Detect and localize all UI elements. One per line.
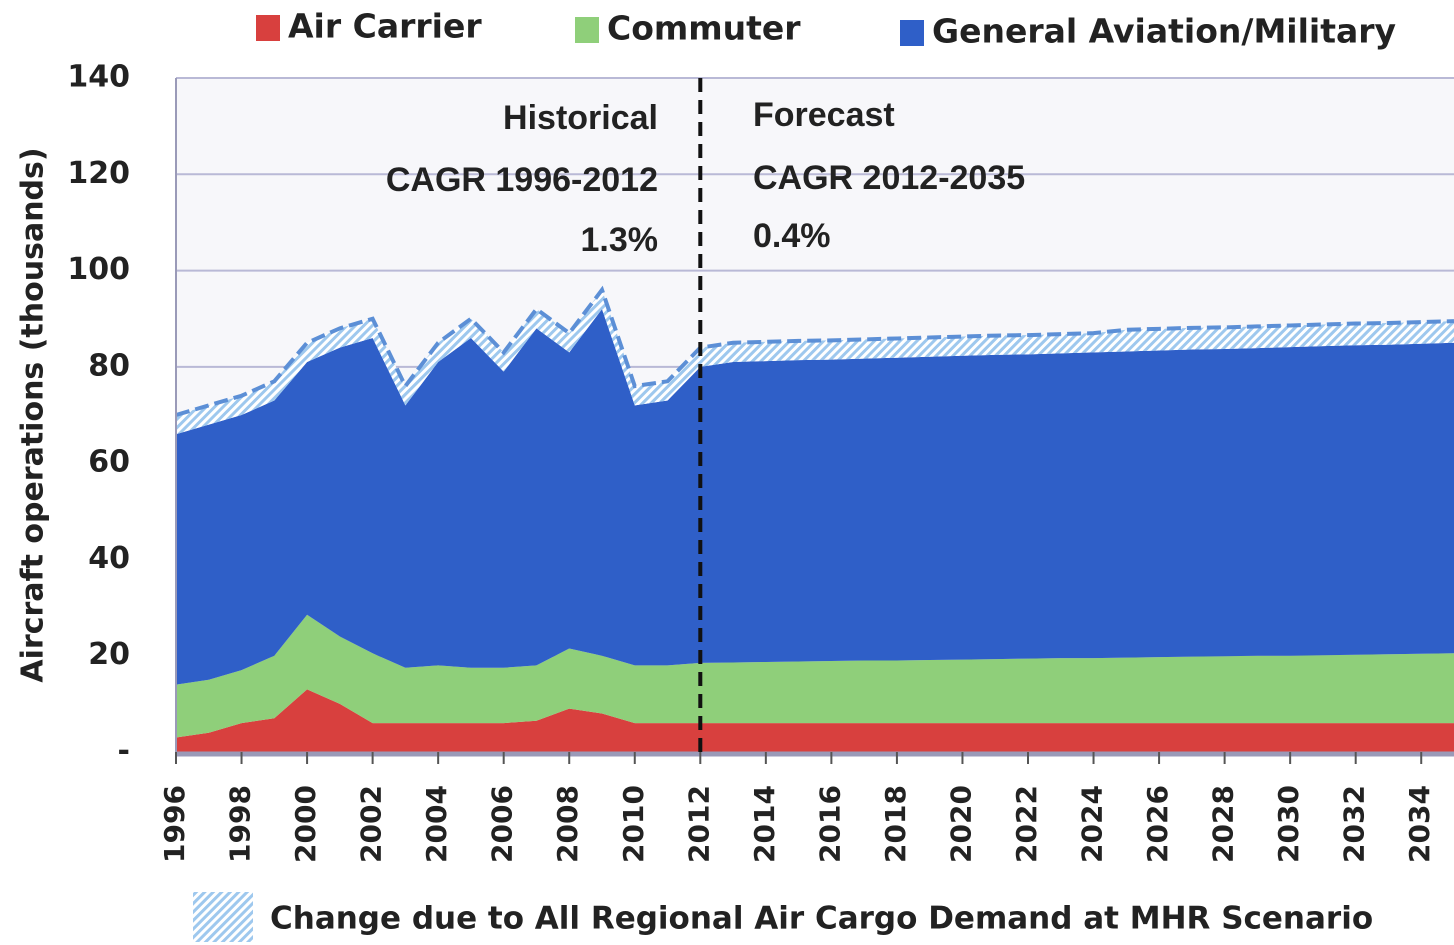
x-tick-label: 1998 [224, 785, 257, 863]
x-tick-label: 2026 [1141, 785, 1174, 863]
legend-swatch [575, 17, 599, 43]
annotation: Historical [503, 99, 658, 137]
y-tick-label: 80 [88, 348, 130, 383]
x-tick-label: 2034 [1403, 785, 1436, 863]
area-outline [175, 285, 1454, 417]
x-tick-label: 2020 [944, 785, 977, 863]
x-tick-label: 2004 [420, 785, 453, 863]
legend-swatch [193, 892, 253, 942]
annotation: 0.4% [753, 217, 831, 255]
area [176, 289, 1454, 435]
legend-label: Change due to All Regional Air Cargo Dem… [270, 901, 1373, 937]
legend-label: Air Carrier [288, 7, 482, 46]
y-tick-label: 140 [67, 60, 130, 95]
area [176, 614, 1454, 738]
x-tick-label: 2010 [617, 785, 650, 863]
x-tick-label: 1996 [158, 785, 191, 863]
x-tick-label: 2012 [682, 785, 715, 863]
legend-swatch [256, 15, 280, 41]
legend-label: Commuter [607, 9, 801, 48]
annotation: CAGR 2012-2035 [753, 159, 1025, 197]
x-tick-label: 2000 [289, 785, 322, 863]
x-tick-label: 2030 [1272, 785, 1305, 863]
legend-swatch [900, 20, 924, 46]
annotation: 1.3% [581, 221, 659, 259]
y-tick-label: 120 [67, 156, 130, 191]
y-axis-label: Aircraft operations (thousands) [16, 147, 51, 682]
x-tick-label: 2006 [486, 785, 519, 863]
y-tick-label: 20 [88, 637, 130, 672]
y-tick-label: 40 [88, 541, 130, 576]
y-tick-label: 100 [67, 252, 130, 287]
annotation: Forecast [753, 96, 895, 134]
area [176, 689, 1454, 752]
x-tick-label: 2024 [1076, 785, 1109, 863]
area [176, 309, 1454, 685]
legend-label: General Aviation/Military [932, 12, 1396, 51]
x-tick-label: 2018 [879, 785, 912, 863]
x-tick-label: 2032 [1338, 785, 1371, 863]
y-tick-label: - [118, 734, 130, 769]
x-tick-label: 2028 [1207, 785, 1240, 863]
annotation: CAGR 1996-2012 [386, 161, 658, 199]
x-tick-label: 2002 [355, 785, 388, 863]
x-tick-label: 2016 [813, 785, 846, 863]
x-tick-label: 2022 [1010, 785, 1043, 863]
y-tick-label: 60 [88, 445, 130, 480]
x-tick-label: 2008 [551, 785, 584, 863]
x-tick-label: 2014 [748, 785, 781, 863]
